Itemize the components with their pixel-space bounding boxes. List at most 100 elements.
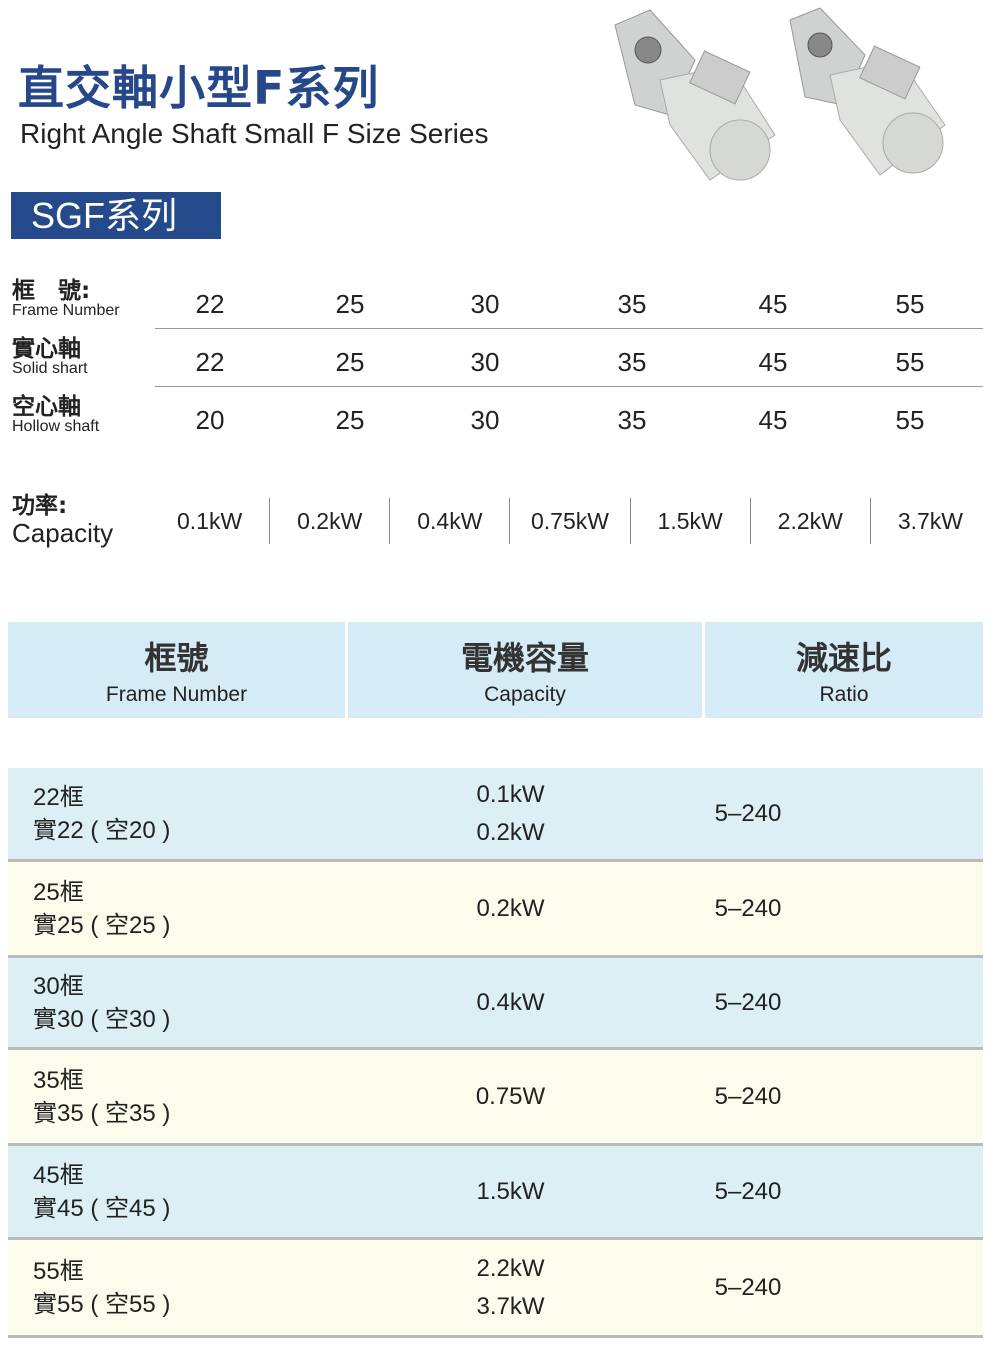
shaft-label: 實45 ( 空45 ) (33, 1194, 171, 1222)
capacity-cell: 3.7kW (476, 1292, 545, 1320)
frame-cell: 45框實45 ( 空45 ) (8, 1146, 348, 1237)
table-row: 55框實55 ( 空55 ) 2.2kW 3.7kW 5–240 (8, 1240, 983, 1338)
table-header: 框號 Frame Number 電機容量 Capacity 減速比 Ratio (8, 622, 983, 718)
spec-row: 22 25 30 35 45 55 (155, 334, 983, 391)
motor-1 (614, 9, 776, 181)
spec-value: 35 (617, 405, 647, 435)
ratio-cell: 5–240 (714, 1082, 782, 1110)
frame-label: 35框 (33, 1066, 84, 1094)
capacity-cell-group: 0.1kW 0.2kW (348, 768, 673, 859)
frame-cell: 35框實35 ( 空35 ) (8, 1050, 348, 1143)
divider (155, 328, 983, 329)
header-en: Ratio (819, 683, 869, 706)
capacity-label-zh: 功率: (12, 493, 68, 519)
header-capacity: 電機容量 Capacity (348, 622, 702, 718)
frame-label: 22框 (33, 783, 84, 811)
motor-2 (789, 7, 946, 176)
capacity-cell: 0.2kW (476, 894, 545, 922)
shaft-label: 實35 ( 空35 ) (33, 1099, 171, 1127)
capacity-value: 0.4kW (389, 498, 509, 544)
header-en: Capacity (484, 683, 566, 706)
spec-label-zh: 實心軸 (12, 336, 81, 362)
header-zh: 電機容量 (460, 639, 589, 677)
capacity-value: 0.1kW (176, 507, 243, 534)
capacity-cell: 0.4kW (476, 988, 545, 1016)
capacity-cell: 1.5kW (476, 1177, 545, 1205)
ratio-cell: 5–240 (714, 1177, 782, 1205)
spec-value: 55 (895, 405, 925, 435)
spec-label-en: Frame Number (12, 302, 120, 319)
spec-value: 22 (195, 347, 225, 377)
spec-value: 25 (335, 347, 365, 377)
page-title-zh: 直交軸小型F系列 (18, 61, 380, 115)
spec-row: 22 25 30 35 45 55 (155, 276, 983, 333)
spec-value: 45 (758, 405, 788, 435)
ratio-cell: 5–240 (714, 1273, 782, 1301)
shaft-label: 實55 ( 空55 ) (33, 1290, 171, 1318)
frame-cell: 25框實25 ( 空25 ) (8, 862, 348, 955)
ratio-cell: 5–240 (714, 988, 782, 1016)
spec-value: 30 (470, 347, 500, 377)
capacity-label-en: Capacity (12, 518, 114, 548)
frame-cell: 22框實22 ( 空20 ) (8, 768, 348, 859)
gear-motor-image (614, 7, 946, 181)
spec-label-zh: 空心軸 (12, 394, 81, 420)
spec-label-en: Solid shart (12, 360, 88, 377)
frame-cell: 55框實55 ( 空55 ) (8, 1240, 348, 1335)
header-frame-number: 框號 Frame Number (8, 622, 345, 718)
spec-label: 實心軸 Solid shart (12, 338, 88, 377)
shaft-label: 實22 ( 空20 ) (33, 816, 171, 844)
frame-cell: 30框 實30 ( 空30 ) (8, 958, 348, 1047)
spec-value: 30 (470, 405, 500, 435)
capacity-value: 2.2kW (749, 498, 870, 544)
capacity-cell-group: 1.5kW (348, 1146, 673, 1237)
capacity-cell: 0.2kW (476, 818, 545, 846)
capacity-value: 3.7kW (869, 498, 990, 544)
spec-label: 框 號: Frame Number (12, 280, 120, 319)
spec-label-zh: 框 號: (12, 278, 91, 304)
capacity-label: 功率: Capacity (12, 493, 114, 548)
spec-label: 空心軸 Hollow shaft (12, 396, 99, 435)
spec-value: 45 (758, 347, 788, 377)
table-row: 30框 實30 ( 空30 ) 0.4kW 5–240 (8, 958, 983, 1050)
spec-row: 20 25 30 35 45 55 (155, 392, 983, 449)
page-title-en: Right Angle Shaft Small F Size Series (20, 118, 489, 149)
spec-value: 25 (335, 405, 365, 435)
capacity-list: 0.1kW 0.2kW 0.4kW 0.75kW 1.5kW 2.2kW 3.7kW (150, 498, 990, 544)
spec-value: 55 (895, 347, 925, 377)
frame-label: 25框 (33, 878, 84, 906)
spec-value: 55 (895, 289, 925, 319)
shaft-label: 實25 ( 空25 ) (33, 911, 171, 939)
divider (155, 386, 983, 387)
frame-label: 55框 (33, 1257, 84, 1285)
capacity-value: 1.5kW (629, 498, 750, 544)
spec-value: 35 (617, 347, 647, 377)
frame-label: 45框 (33, 1161, 84, 1189)
header-zh: 減速比 (795, 639, 892, 677)
ratio-cell: 5–240 (714, 799, 782, 827)
capacity-cell-group: 0.2kW (348, 862, 673, 955)
series-badge: SGF系列 (11, 192, 221, 239)
header-ratio: 減速比 Ratio (705, 622, 983, 718)
spec-value: 45 (758, 289, 788, 319)
spec-value: 35 (617, 289, 647, 319)
ratio-cell: 5–240 (714, 894, 782, 922)
capacity-cell-group: 0.4kW (348, 958, 673, 1047)
spec-value: 20 (195, 405, 225, 435)
capacity-value: 0.2kW (269, 498, 389, 544)
capacity-value: 0.75kW (509, 498, 629, 544)
capacity-cell: 0.1kW (476, 780, 545, 808)
spec-label-en: Hollow shaft (12, 418, 100, 435)
spec-value: 30 (470, 289, 500, 319)
header-zh: 框號 (144, 639, 209, 677)
capacity-cell: 0.75W (475, 1082, 546, 1110)
table-row: 45框實45 ( 空45 ) 1.5kW 5–240 (8, 1146, 983, 1240)
capacity-cell: 2.2kW (476, 1254, 545, 1282)
table-row: 35框實35 ( 空35 ) 0.75W 5–240 (8, 1050, 983, 1146)
capacity-cell-group: 0.75W (348, 1050, 673, 1143)
table-row: 22框實22 ( 空20 ) 0.1kW 0.2kW 5–240 (8, 768, 983, 862)
spec-value: 22 (195, 289, 225, 319)
capacity-cell-group: 2.2kW 3.7kW (348, 1240, 673, 1335)
header-en: Frame Number (105, 683, 248, 706)
frame-label: 30框 (33, 972, 84, 1000)
